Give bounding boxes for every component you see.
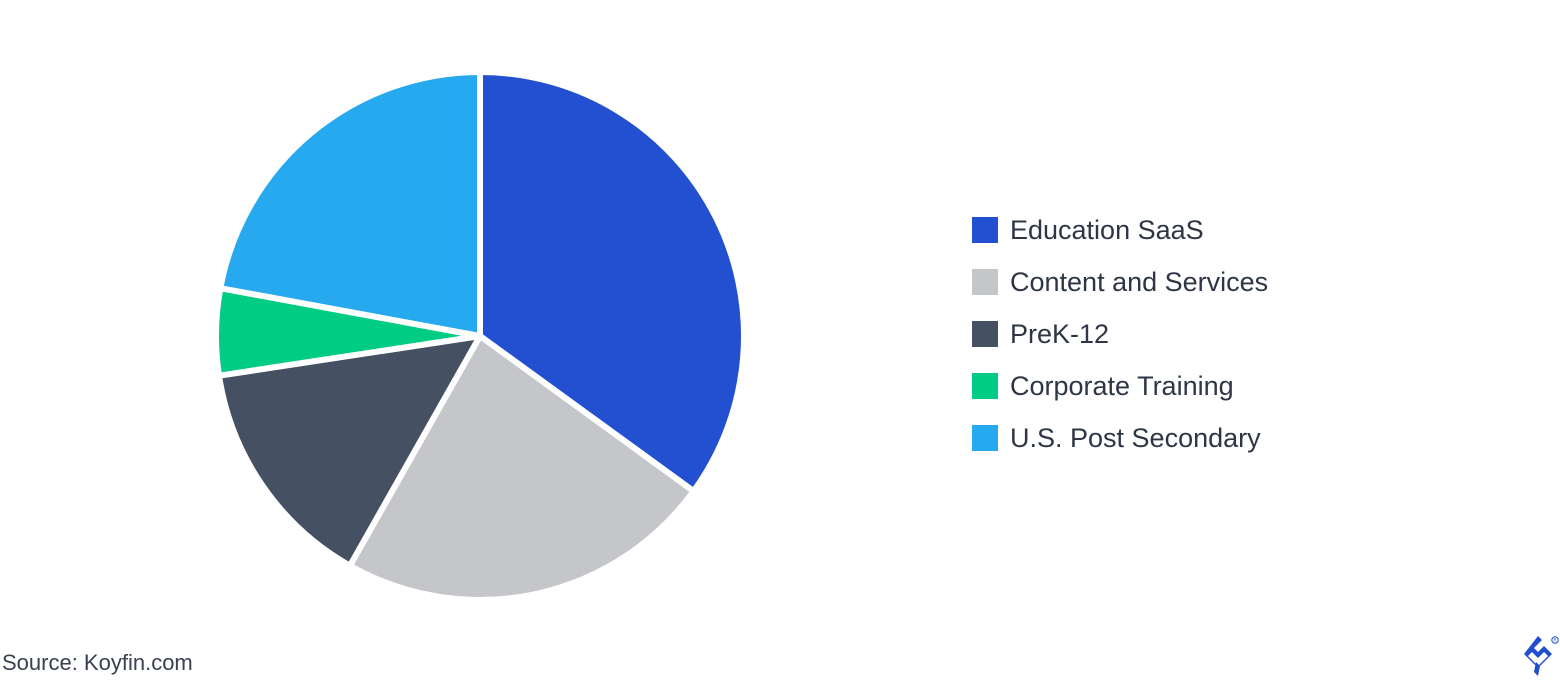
legend-label: U.S. Post Secondary [1010, 422, 1261, 453]
legend-swatch [972, 373, 998, 399]
legend-item-corporate-training: Corporate Training [972, 360, 1268, 412]
legend-swatch [972, 321, 998, 347]
legend-item-prek-12: PreK-12 [972, 308, 1268, 360]
source-note: Source: Koyfin.com [2, 650, 193, 675]
legend-item-education-saas: Education SaaS [972, 204, 1268, 256]
legend-label: Education SaaS [1010, 214, 1204, 245]
legend-item-content-and-services: Content and Services [972, 256, 1268, 308]
svg-text:R: R [1553, 638, 1556, 644]
legend-swatch [972, 217, 998, 243]
legend-label: PreK-12 [1010, 318, 1110, 349]
pie-slice-content-and-services [346, 333, 697, 603]
toptal-logo-icon: R [1524, 636, 1559, 676]
legend: Education SaaS Content and Services PreK… [972, 204, 1268, 464]
pie-slice-u-s-post-secondary [217, 69, 483, 339]
legend-swatch [972, 425, 998, 451]
pie-slice-prek-12 [216, 333, 483, 569]
legend-label: Corporate Training [1010, 370, 1234, 401]
legend-label: Content and Services [1010, 266, 1269, 297]
pie-slice-education-saas [477, 69, 747, 495]
legend-item-us-post-secondary: U.S. Post Secondary [972, 412, 1268, 464]
legend-swatch [972, 269, 998, 295]
